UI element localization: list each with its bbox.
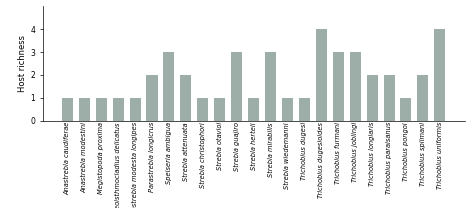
Bar: [333, 52, 344, 121]
Bar: [181, 75, 191, 121]
Bar: [79, 98, 90, 121]
Bar: [96, 98, 107, 121]
Bar: [164, 52, 174, 121]
Bar: [214, 98, 225, 121]
Y-axis label: Host richness: Host richness: [18, 35, 27, 92]
Bar: [62, 98, 73, 121]
Bar: [383, 75, 394, 121]
Bar: [146, 75, 157, 121]
Bar: [248, 98, 259, 121]
Bar: [231, 52, 242, 121]
Bar: [129, 98, 141, 121]
Bar: [265, 52, 276, 121]
Bar: [316, 29, 327, 121]
Bar: [113, 98, 124, 121]
Bar: [197, 98, 208, 121]
Bar: [350, 52, 361, 121]
Bar: [299, 98, 310, 121]
Bar: [418, 75, 428, 121]
Bar: [434, 29, 446, 121]
Bar: [282, 98, 293, 121]
Bar: [401, 98, 411, 121]
Bar: [366, 75, 378, 121]
